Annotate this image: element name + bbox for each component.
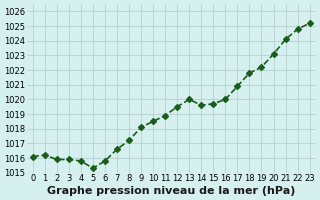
X-axis label: Graphe pression niveau de la mer (hPa): Graphe pression niveau de la mer (hPa)	[47, 186, 295, 196]
